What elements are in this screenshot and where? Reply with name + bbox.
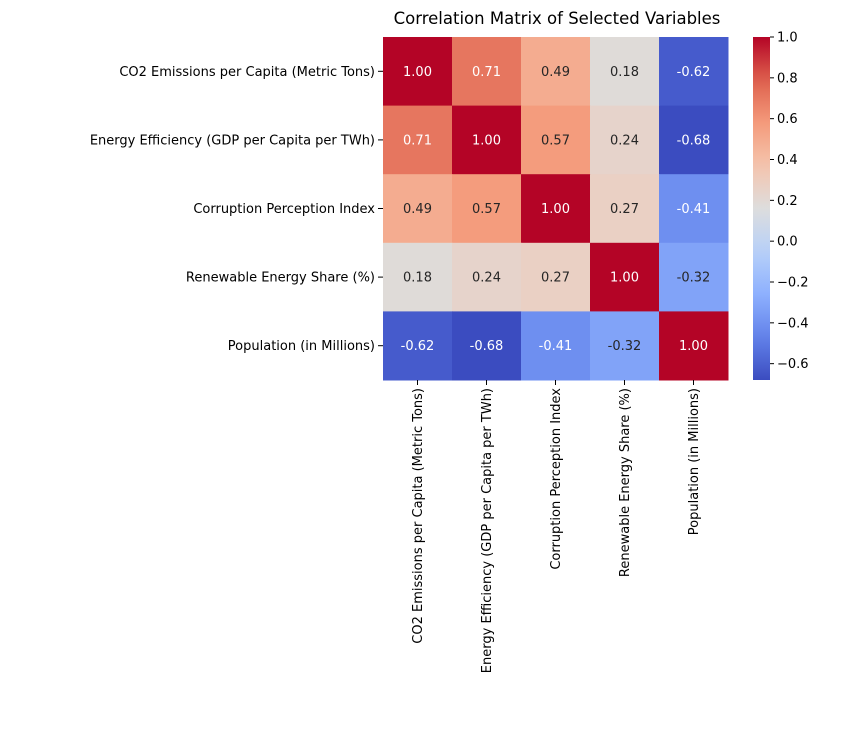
cell-value-label: -0.32: [677, 271, 711, 286]
heatmap-cell-r3-c2: [521, 242, 591, 312]
chart-title: Correlation Matrix of Selected Variables: [394, 9, 721, 28]
colorbar-tick-label: 0.6: [777, 112, 798, 127]
column-tick-label: Corruption Perception Index: [549, 388, 564, 570]
heatmap-cell-r1-c2: [521, 105, 591, 175]
column-tick-labels: CO2 Emissions per Capita (Metric Tons) En…: [411, 380, 702, 673]
heatmap-cell-r0-c1: [452, 37, 522, 107]
colorbar-tick-label: −0.4: [777, 316, 809, 331]
heatmap-cell-r2-c0: [383, 174, 453, 244]
cell-value-label: -0.32: [608, 339, 642, 354]
cell-value-label: 0.18: [403, 271, 432, 286]
heatmap-cell-labels: 1.00 0.71 0.49 0.18 -0.62 0.71 1.00 0.57 0.24 -0.…: [401, 65, 711, 354]
cell-value-label: 0.24: [610, 133, 639, 148]
heatmap-cell-r4-c1: [452, 311, 522, 381]
cell-value-label: -0.68: [470, 339, 504, 354]
colorbar-tick-label: 0.2: [777, 194, 798, 209]
cell-value-label: -0.41: [677, 202, 711, 217]
heatmap-cell-r0-c3: [590, 37, 660, 107]
heatmap-cell-r1-c0: [383, 105, 453, 175]
heatmap-cells: [383, 37, 729, 381]
column-tick-label: Population (in Millions): [687, 388, 702, 535]
heatmap-cell-r3-c1: [452, 242, 522, 312]
heatmap-cell-r1-c1: [452, 105, 522, 175]
cell-value-label: 1.00: [610, 271, 639, 286]
cell-value-label: 0.71: [472, 65, 501, 80]
heatmap-cell-r4-c2: [521, 311, 591, 381]
heatmap-cell-r1-c3: [590, 105, 660, 175]
row-tick-label: CO2 Emissions per Capita (Metric Tons): [119, 65, 375, 80]
cell-value-label: 0.24: [472, 271, 501, 286]
cell-value-label: -0.62: [401, 339, 435, 354]
cell-value-label: 0.18: [610, 65, 639, 80]
heatmap-cell-r0-c4: [659, 37, 729, 107]
cell-value-label: 1.00: [403, 65, 432, 80]
row-tick-label: Energy Efficiency (GDP per Capita per TW…: [90, 133, 375, 148]
colorbar-tick-label: −0.6: [777, 357, 809, 372]
heatmap-cell-r3-c4: [659, 242, 729, 312]
heatmap-cell-r2-c3: [590, 174, 660, 244]
row-tick-label: Population (in Millions): [228, 339, 375, 354]
column-tick-label: CO2 Emissions per Capita (Metric Tons): [411, 388, 426, 644]
row-tick-label: Renewable Energy Share (%): [186, 271, 375, 286]
row-tick-labels: CO2 Emissions per Capita (Metric Tons) En…: [90, 65, 383, 354]
colorbar-tick-label: 0.4: [777, 153, 798, 168]
heatmap-cell-r4-c4: [659, 311, 729, 381]
cell-value-label: 0.27: [541, 271, 570, 286]
cell-value-label: 1.00: [472, 133, 501, 148]
colorbar-tick-label: 1.0: [777, 31, 798, 46]
cell-value-label: 1.00: [679, 339, 708, 354]
cell-value-label: 0.71: [403, 133, 432, 148]
colorbar: 1.0 0.8 0.6 0.4 0.2 0.0 −0.2 −0.4 −0.6: [753, 31, 809, 380]
column-tick-label: Renewable Energy Share (%): [618, 388, 633, 577]
cell-value-label: 0.49: [541, 65, 570, 80]
heatmap-cell-r2-c2: [521, 174, 591, 244]
heatmap-cell-r1-c4: [659, 105, 729, 175]
cell-value-label: -0.68: [677, 133, 711, 148]
heatmap-cell-r4-c3: [590, 311, 660, 381]
heatmap-cell-r3-c3: [590, 242, 660, 312]
colorbar-tick-label: 0.8: [777, 71, 798, 86]
heatmap-cell-r2-c4: [659, 174, 729, 244]
row-tick-label: Corruption Perception Index: [193, 202, 375, 217]
heatmap-cell-r4-c0: [383, 311, 453, 381]
cell-value-label: 0.57: [472, 202, 501, 217]
colorbar-tick-label: 0.0: [777, 235, 798, 250]
colorbar-tick-label: −0.2: [777, 276, 809, 291]
heatmap-cell-r0-c0: [383, 37, 453, 107]
colorbar-gradient: [753, 37, 770, 380]
cell-value-label: -0.41: [539, 339, 573, 354]
cell-value-label: 0.57: [541, 133, 570, 148]
cell-value-label: 0.27: [610, 202, 639, 217]
heatmap-cell-r0-c2: [521, 37, 591, 107]
heatmap-cell-r3-c0: [383, 242, 453, 312]
cell-value-label: -0.62: [677, 65, 711, 80]
heatmap-cell-r2-c1: [452, 174, 522, 244]
cell-value-label: 1.00: [541, 202, 570, 217]
column-tick-label: Energy Efficiency (GDP per Capita per TW…: [480, 388, 495, 673]
cell-value-label: 0.49: [403, 202, 432, 217]
